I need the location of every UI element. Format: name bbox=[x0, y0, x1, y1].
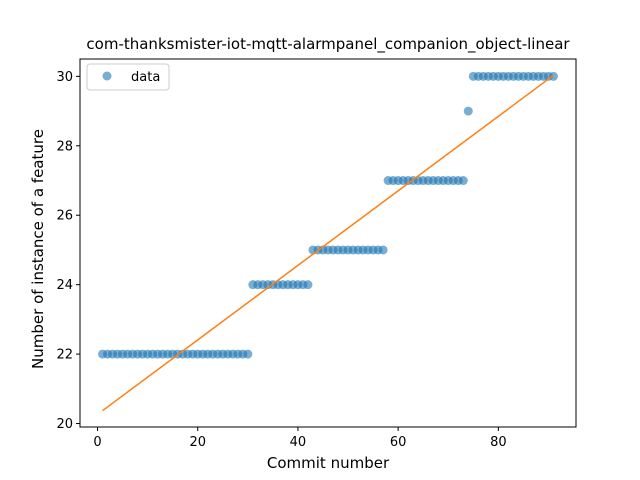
data-point bbox=[458, 176, 468, 186]
data-point bbox=[548, 71, 558, 81]
y-axis-ticks: 20 22 24 26 28 30 bbox=[56, 70, 80, 432]
chart-title: com-thanksmister-iot-mqtt-alarmpanel_com… bbox=[86, 35, 570, 54]
fit-line bbox=[102, 74, 554, 412]
y-tick-label: 20 bbox=[56, 417, 73, 432]
legend-label-data: data bbox=[131, 70, 160, 85]
data-point bbox=[378, 245, 388, 255]
y-tick-label: 22 bbox=[56, 348, 73, 363]
x-axis-ticks: 0 20 40 60 80 bbox=[93, 427, 507, 450]
y-tick-label: 28 bbox=[56, 139, 73, 154]
x-tick-label: 40 bbox=[290, 435, 307, 450]
data-point bbox=[303, 280, 313, 290]
legend-marker-data bbox=[102, 71, 112, 81]
y-tick-label: 26 bbox=[56, 209, 73, 224]
data-point bbox=[243, 349, 253, 359]
y-tick-label: 24 bbox=[56, 278, 73, 293]
legend-box bbox=[86, 63, 170, 91]
y-tick-label: 30 bbox=[56, 70, 73, 85]
data-point bbox=[463, 106, 473, 116]
x-axis-label: Commit number bbox=[267, 454, 390, 472]
x-tick-label: 20 bbox=[189, 435, 206, 450]
x-tick-label: 80 bbox=[490, 435, 507, 450]
x-tick-label: 0 bbox=[93, 435, 101, 450]
plot-area bbox=[79, 58, 577, 428]
legend: data bbox=[86, 63, 170, 91]
y-axis-label: Number of instance of a feature bbox=[29, 129, 47, 369]
axes-frame bbox=[79, 58, 577, 428]
x-tick-label: 60 bbox=[390, 435, 407, 450]
